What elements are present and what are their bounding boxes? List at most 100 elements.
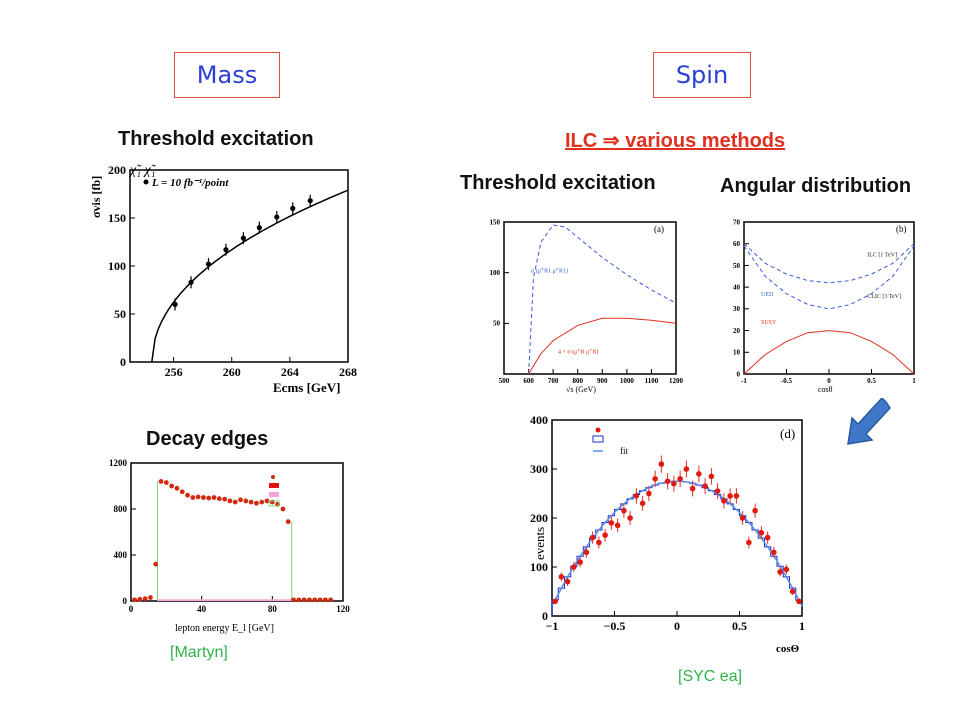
events-xtick-label: 0.5 bbox=[732, 619, 747, 633]
angular-ytick-label: 20 bbox=[733, 327, 741, 335]
events-legend-marker bbox=[595, 427, 601, 433]
threshold-legend-marker bbox=[143, 179, 149, 185]
decay-point bbox=[211, 495, 217, 500]
mass-box: Mass bbox=[174, 52, 280, 98]
threshold-legend: L = 10 fb⁻¹/point bbox=[151, 177, 229, 189]
threshold2-xtick-label: 700 bbox=[548, 377, 559, 385]
decay-point bbox=[259, 499, 265, 505]
decay-point bbox=[296, 597, 302, 603]
events-point bbox=[571, 564, 577, 570]
threshold-point bbox=[223, 247, 229, 253]
events-point bbox=[796, 598, 802, 605]
events-point bbox=[564, 578, 571, 585]
events-point bbox=[608, 520, 615, 526]
threshold2-xtick-label: 1200 bbox=[669, 377, 684, 385]
decay-point bbox=[301, 597, 307, 603]
threshold-xlabel: Ecms [GeV] bbox=[273, 380, 341, 395]
decay-xlabel: lepton energy E_l [GeV] bbox=[175, 623, 274, 634]
angular-xtick-label: -1 bbox=[741, 377, 747, 385]
events-point bbox=[714, 488, 721, 494]
threshold-chart: χ̃₁ χ̃₁ σvis [fb] L = 10 fb⁻¹/point Ecms… bbox=[89, 163, 357, 395]
threshold-title-2: Threshold excitation bbox=[460, 172, 656, 194]
events-legend-swatch bbox=[592, 435, 604, 443]
threshold-title: Threshold excitation bbox=[118, 128, 314, 150]
threshold-ytick-label: 0 bbox=[120, 355, 126, 369]
threshold2-series-label: 4 × σ (μ̃⁺R μ̃⁻R) bbox=[558, 349, 598, 356]
decay-point bbox=[264, 498, 270, 504]
events-panel: (d) bbox=[780, 426, 795, 441]
decay-xtick-label: 0 bbox=[129, 604, 134, 614]
events-point bbox=[746, 539, 752, 546]
decay-point bbox=[148, 595, 153, 600]
events-point bbox=[552, 598, 558, 605]
events-xtick-label: −0.5 bbox=[604, 619, 626, 633]
events-point bbox=[721, 498, 727, 504]
angular-xtick-label: 0 bbox=[827, 377, 831, 385]
events-point bbox=[646, 490, 652, 497]
threshold2-ytick-label: 150 bbox=[490, 218, 501, 226]
events-legend-fit: fit bbox=[620, 446, 628, 456]
decay-point bbox=[285, 519, 291, 525]
events-point bbox=[671, 480, 677, 487]
events-point bbox=[771, 549, 777, 556]
decay-point bbox=[307, 597, 312, 603]
decay-ytick-label: 800 bbox=[114, 504, 128, 514]
decay-point bbox=[312, 597, 318, 603]
threshold-xtick-label: 268 bbox=[339, 365, 357, 379]
credit-martyn: [Martyn] bbox=[170, 644, 228, 661]
angular-series-line bbox=[743, 330, 915, 375]
events-point bbox=[683, 466, 690, 472]
decay-ytick-label: 0 bbox=[123, 596, 128, 606]
angular-title: Angular distribution bbox=[720, 175, 912, 197]
decay-point bbox=[132, 597, 137, 603]
decay-point bbox=[153, 561, 159, 567]
angular-series-label: UED bbox=[761, 292, 774, 298]
angular-ytick-label: 0 bbox=[737, 370, 741, 378]
threshold2-panel: (a) bbox=[654, 224, 664, 234]
threshold2-ytick-label: 50 bbox=[493, 320, 501, 328]
down-left-arrow-icon bbox=[847, 398, 891, 445]
events-point bbox=[739, 515, 746, 521]
events-ylabel: events bbox=[532, 527, 547, 560]
threshold-ytick-label: 200 bbox=[108, 163, 126, 177]
spin-box: Spin bbox=[653, 52, 751, 98]
decay-point bbox=[179, 489, 185, 495]
decay-legend-swatch bbox=[269, 483, 279, 488]
decay-point bbox=[137, 596, 143, 602]
events-ytick-label: 300 bbox=[530, 462, 548, 476]
angular-series-label: SUSY bbox=[761, 320, 777, 326]
decay-point bbox=[206, 495, 212, 501]
angular-series-label: ILC [1 TeV] bbox=[867, 253, 897, 259]
angular-ytick-label: 60 bbox=[733, 240, 741, 248]
decay-point bbox=[142, 596, 148, 602]
events-point bbox=[596, 539, 602, 546]
decay-xtick-label: 40 bbox=[197, 604, 207, 614]
angular-xtick-label: 0.5 bbox=[867, 377, 876, 385]
events-point bbox=[577, 559, 583, 565]
angular-panel: (b) bbox=[896, 224, 907, 234]
angular-ytick-label: 10 bbox=[733, 349, 741, 357]
events-ytick-label: 100 bbox=[530, 560, 548, 574]
events-chart: events (d) cosΘ fit −1 −0.5 0 0.5 1 0 100 200 30… bbox=[530, 413, 805, 655]
decay-point bbox=[174, 485, 180, 491]
decay-point bbox=[248, 499, 254, 505]
events-ytick-label: 400 bbox=[530, 413, 548, 427]
threshold2-xtick-label: 500 bbox=[499, 377, 510, 385]
angular-xtick-label: 1 bbox=[912, 377, 916, 385]
events-point bbox=[602, 532, 608, 538]
events-point bbox=[752, 507, 758, 514]
events-point bbox=[627, 515, 633, 521]
threshold-frame bbox=[129, 169, 349, 363]
decay-background-band bbox=[157, 599, 292, 601]
threshold-point bbox=[240, 235, 246, 241]
threshold-ytick-label: 150 bbox=[108, 211, 126, 225]
ilc-title: ILC ⇒ various methods bbox=[565, 130, 786, 152]
decay-point bbox=[322, 597, 328, 603]
spin-label: Spin bbox=[675, 61, 729, 89]
decay-xtick-label: 80 bbox=[268, 604, 278, 614]
events-point bbox=[558, 574, 565, 580]
credit-syc: [SYC ea] bbox=[678, 668, 743, 685]
decay-ytick-label: 1200 bbox=[109, 458, 128, 468]
decay-point bbox=[238, 497, 243, 503]
events-point bbox=[758, 529, 765, 536]
